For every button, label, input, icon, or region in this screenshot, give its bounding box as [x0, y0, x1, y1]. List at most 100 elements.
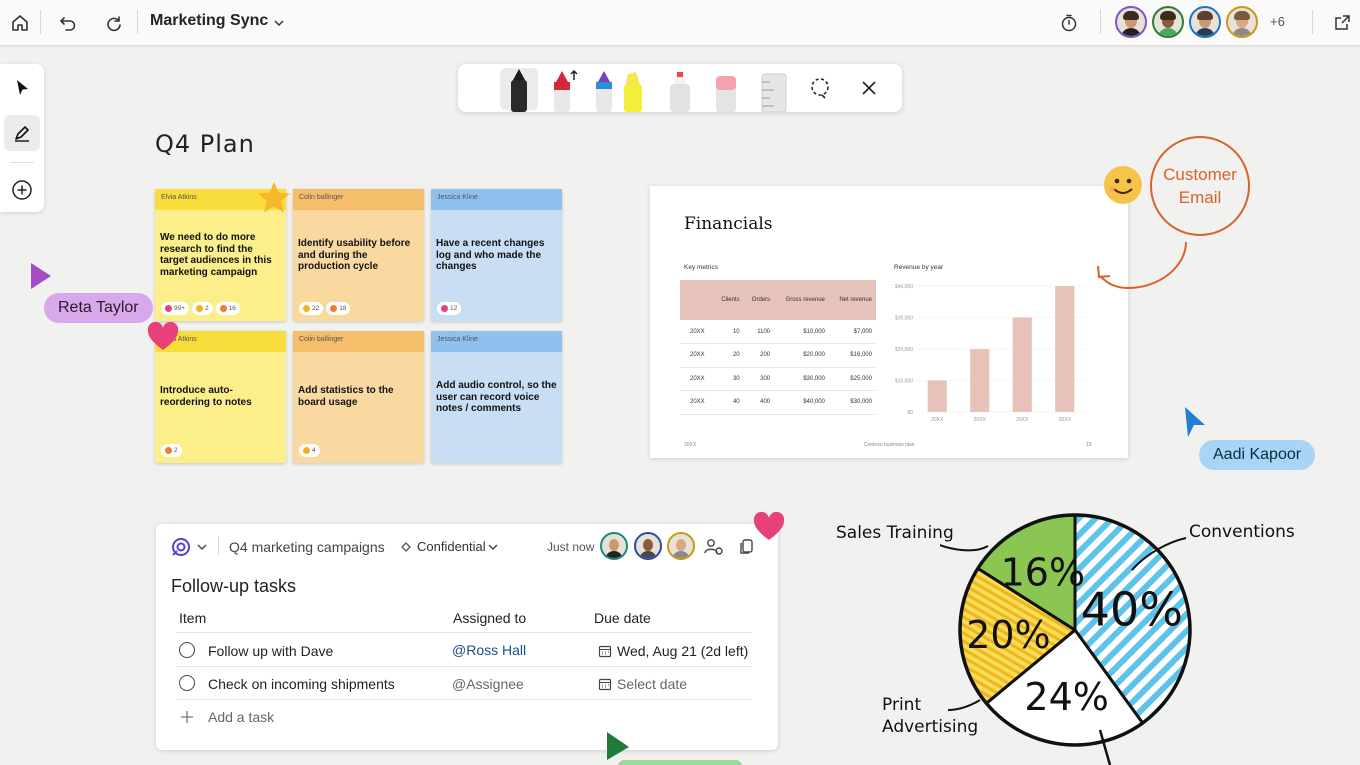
table-row: 20XX 20 200 $20,000 $16,000	[680, 343, 876, 368]
column-header-item: Item	[179, 610, 207, 626]
pie-outline	[958, 513, 1192, 747]
add-task-button[interactable]: Add a task	[208, 709, 275, 725]
collaborator-avatar[interactable]	[1152, 6, 1184, 38]
note-text: Add audio control, so the user can recor…	[436, 380, 557, 414]
chevron-down-icon[interactable]	[196, 541, 208, 553]
revenue-bar-chart: $40,000 $30,000 $20,000 $10,000 $0 20XX 20XX 20…	[895, 284, 1086, 423]
sticky-note[interactable]: Jessica Kline Add audio control, so the …	[431, 331, 562, 463]
plus-circle-icon	[12, 180, 32, 200]
task-assignee[interactable]: @Ross Hall	[452, 642, 527, 658]
people-settings-icon[interactable]	[703, 536, 725, 558]
top-bar: Marketing Sync +6	[0, 0, 1360, 46]
note-author: Colin ballinger	[293, 331, 424, 352]
note-text: Introduce auto-reordering to notes	[160, 385, 252, 408]
x-tick-label: 20XX	[931, 417, 944, 423]
pie-value-label: 16%	[1001, 551, 1085, 595]
pie-value-label: 24%	[1024, 675, 1108, 719]
divider	[176, 666, 752, 667]
slide-footer-left: 20XX	[684, 442, 697, 448]
reaction-like[interactable]: 22	[299, 302, 324, 315]
left-toolbar	[0, 64, 44, 212]
collaborator-avatar[interactable]	[634, 532, 662, 560]
collaborator-cursor-label	[618, 760, 742, 765]
x-tick-label: 20XX	[1059, 417, 1072, 423]
key-metrics-table: Clients Orders Gross revenue Net revenue…	[680, 280, 876, 415]
collaborator-avatar[interactable]	[1189, 6, 1221, 38]
task-due-date-placeholder[interactable]: Select date	[617, 676, 688, 692]
loop-task-card: Q4 marketing campaigns Confidential Just…	[156, 524, 778, 750]
pointer-icon	[17, 80, 28, 95]
chevron-down-icon[interactable]	[487, 541, 499, 553]
lasso-select-icon[interactable]	[808, 76, 832, 100]
loop-logo-icon[interactable]	[170, 536, 192, 558]
divider	[40, 10, 41, 34]
loop-component-name[interactable]: Q4 marketing campaigns	[229, 539, 385, 555]
share-icon[interactable]	[1328, 9, 1356, 37]
slide-footer-center: Contoso business plan	[864, 442, 915, 448]
annotation-line: Customer	[1163, 165, 1237, 184]
x-tick-label: 20XX	[1016, 417, 1029, 423]
marker-icon[interactable]	[662, 68, 698, 112]
collaborator-avatar[interactable]	[1226, 6, 1258, 38]
sticky-note[interactable]: Elvia Atkins Introduce auto-reordering t…	[155, 331, 286, 463]
column-header-assigned: Assigned to	[453, 610, 527, 626]
collaborator-avatar[interactable]	[1115, 6, 1147, 38]
ruler-icon[interactable]	[756, 68, 792, 112]
task-checkbox[interactable]	[179, 642, 195, 658]
reaction-like[interactable]: 4	[299, 444, 320, 457]
eraser-icon[interactable]	[708, 68, 744, 112]
heart-sticker-icon	[753, 512, 785, 540]
note-text: Add statistics to the board usage	[298, 385, 394, 408]
note-author: Elvia Atkins	[155, 189, 286, 210]
task-due-date[interactable]: Wed, Aug 21 (2d left)	[617, 643, 749, 659]
customer-email-annotation[interactable]: Customer Email	[1150, 136, 1250, 236]
pie-value-label: 20%	[966, 613, 1050, 657]
plus-icon[interactable]	[180, 710, 194, 724]
undo-icon[interactable]	[54, 9, 82, 37]
collaborator-avatar[interactable]	[600, 532, 628, 560]
home-icon[interactable]	[6, 9, 34, 37]
reaction-laugh[interactable]: 18	[326, 302, 351, 315]
bar	[1012, 317, 1032, 412]
task-item[interactable]: Check on incoming shipments	[208, 676, 395, 692]
task-assignee-placeholder[interactable]: @Assignee	[452, 676, 524, 692]
highlighter-icon[interactable]	[614, 68, 650, 112]
reaction-like[interactable]: 2	[192, 302, 213, 315]
task-checkbox[interactable]	[179, 675, 195, 691]
chevron-down-icon[interactable]	[265, 9, 293, 37]
leader-line	[947, 699, 981, 711]
reaction-heart[interactable]: 12	[437, 302, 462, 315]
reaction-laugh[interactable]: 2	[161, 444, 182, 457]
calendar-icon	[598, 645, 612, 658]
more-collaborators-count[interactable]: +6	[1270, 14, 1285, 29]
add-button[interactable]	[4, 172, 40, 208]
select-tool-button[interactable]	[4, 70, 40, 106]
copy-icon[interactable]	[737, 536, 757, 556]
financials-slide[interactable]: Financials Key metrics Revenue by year C…	[650, 186, 1128, 458]
red-pen-icon[interactable]	[546, 68, 582, 112]
close-icon[interactable]	[859, 78, 879, 98]
note-text: Identify usability before and during the…	[298, 238, 411, 272]
redo-icon[interactable]	[100, 9, 128, 37]
sticky-note[interactable]: Jessica Kline Have a recent changes log …	[431, 189, 562, 321]
sticky-note[interactable]: Colin ballinger Identify usability befor…	[293, 189, 424, 321]
task-item[interactable]: Follow up with Dave	[208, 643, 334, 659]
reaction-heart[interactable]: 99+	[161, 302, 190, 315]
board-title[interactable]: Marketing Sync	[150, 12, 269, 29]
note-reactions: 22 18	[299, 302, 351, 315]
black-pen-icon[interactable]	[501, 68, 537, 112]
bar	[927, 380, 947, 412]
column-header-due: Due date	[594, 610, 651, 626]
purple-pen-icon[interactable]	[586, 68, 622, 112]
reaction-laugh[interactable]: 16	[215, 302, 240, 315]
collaborator-avatar[interactable]	[667, 532, 695, 560]
pen-tool-button[interactable]	[4, 115, 40, 151]
sticky-note[interactable]: Elvia Atkins We need to do more research…	[155, 189, 286, 321]
sensitivity-label[interactable]: Confidential	[417, 539, 486, 554]
note-author: Jessica Kline	[431, 331, 562, 352]
cursor-pointer-icon	[607, 732, 629, 760]
timer-icon[interactable]	[1055, 9, 1083, 37]
divider	[137, 10, 138, 34]
table-row: 20XX 40 400 $40,000 $30,000	[680, 390, 876, 415]
sticky-note[interactable]: Colin ballinger Add statistics to the bo…	[293, 331, 424, 463]
